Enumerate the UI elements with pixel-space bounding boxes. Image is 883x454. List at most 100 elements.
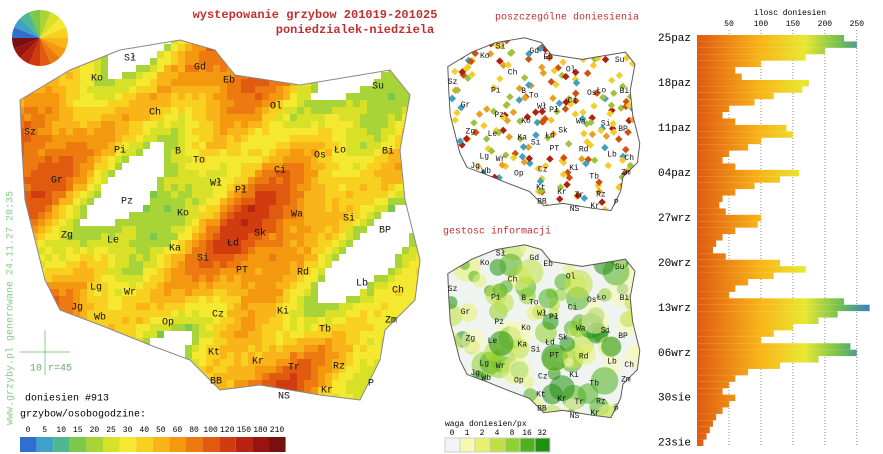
- bar: [697, 92, 774, 100]
- heat-cell: [297, 149, 304, 156]
- heat-cell: [143, 310, 150, 317]
- heat-cell: [213, 79, 220, 86]
- heat-cell: [192, 219, 199, 226]
- heat-cell: [248, 65, 255, 72]
- heat-cell: [101, 359, 108, 366]
- heat-cell: [297, 359, 304, 366]
- heat-cell: [276, 408, 283, 415]
- heat-cell: [178, 408, 185, 415]
- heat-cell: [423, 226, 430, 233]
- heat-cell: [87, 366, 94, 373]
- heat-cell: [283, 177, 290, 184]
- heat-cell: [66, 233, 73, 240]
- heat-cell: [416, 51, 420, 58]
- heat-cell: [143, 142, 150, 149]
- heat-cell: [206, 366, 213, 373]
- heat-cell: [94, 366, 101, 373]
- heat-cell: [409, 163, 416, 170]
- heat-cell: [73, 72, 80, 79]
- heat-cell: [101, 142, 108, 149]
- heat-cell: [423, 86, 430, 93]
- heat-cell: [297, 261, 304, 268]
- heat-cell: [185, 247, 192, 254]
- heat-cell: [227, 282, 234, 289]
- heat-cell: [59, 240, 66, 247]
- legend-label: 25: [106, 426, 116, 435]
- heat-cell: [20, 387, 24, 394]
- heat-cell: [234, 275, 241, 282]
- place-label: Kr: [557, 395, 567, 404]
- heat-cell: [423, 65, 430, 72]
- legend-swatch: [169, 437, 186, 452]
- heat-cell: [192, 317, 199, 324]
- heat-cell: [374, 86, 381, 93]
- heat-cell: [213, 247, 220, 254]
- heat-cell: [52, 121, 59, 128]
- heat-cell: [185, 310, 192, 317]
- density-blob: [450, 386, 465, 401]
- heat-cell: [73, 177, 80, 184]
- heat-cell: [234, 401, 241, 408]
- bar: [697, 112, 723, 119]
- legend-label: 120: [220, 426, 235, 435]
- heat-cell: [45, 380, 52, 387]
- heat-cell: [241, 156, 248, 163]
- report-dot: [586, 141, 595, 149]
- density-blob: [488, 400, 499, 411]
- heat-cell: [360, 170, 367, 177]
- heat-cell: [318, 72, 325, 79]
- heat-cell: [178, 86, 185, 93]
- heat-cell: [346, 240, 353, 247]
- heat-cell: [24, 135, 31, 142]
- heat-cell: [297, 254, 304, 261]
- heat-cell: [178, 303, 185, 310]
- heat-cell: [234, 149, 241, 156]
- place-label: Eb: [543, 260, 553, 269]
- heat-cell: [388, 359, 395, 366]
- heat-cell: [255, 366, 262, 373]
- place-label: Gr: [51, 176, 63, 187]
- legend-label: 60: [173, 426, 183, 435]
- heat-cell: [360, 177, 367, 184]
- heat-cell: [395, 156, 402, 163]
- heat-cell: [367, 317, 374, 324]
- heat-cell: [416, 310, 420, 317]
- heat-cell: [276, 254, 283, 261]
- heat-cell: [402, 338, 409, 345]
- heat-cell: [157, 58, 164, 65]
- heat-cell: [409, 268, 416, 275]
- heat-cell: [395, 93, 402, 100]
- heat-cell: [255, 275, 262, 282]
- heat-cell: [409, 261, 416, 268]
- heat-cell: [80, 205, 87, 212]
- heat-cell: [80, 352, 87, 359]
- heat-cell: [10, 86, 17, 93]
- heat-cell: [143, 240, 150, 247]
- heat-cell: [346, 394, 353, 400]
- heat-cell: [73, 275, 80, 282]
- heat-cell: [178, 114, 185, 121]
- heat-cell: [255, 240, 262, 247]
- heat-cell: [31, 289, 38, 296]
- heat-cell: [283, 86, 290, 93]
- heat-cell: [101, 30, 108, 37]
- heat-cell: [129, 345, 136, 352]
- heat-cell: [52, 93, 59, 100]
- heat-cell: [94, 247, 101, 254]
- heat-cell: [10, 58, 17, 65]
- heat-cell: [129, 233, 136, 240]
- heat-cell: [311, 366, 318, 373]
- heat-cell: [157, 310, 164, 317]
- heat-cell: [150, 198, 157, 205]
- heat-cell: [94, 170, 101, 177]
- heat-cell: [108, 359, 115, 366]
- heat-cell: [360, 387, 367, 394]
- heat-cell: [220, 282, 227, 289]
- heat-cell: [297, 268, 304, 275]
- heat-cell: [171, 170, 178, 177]
- bar: [697, 375, 736, 382]
- heat-cell: [45, 212, 52, 219]
- heat-cell: [157, 331, 164, 338]
- heat-cell: [262, 247, 269, 254]
- heat-cell: [423, 359, 430, 366]
